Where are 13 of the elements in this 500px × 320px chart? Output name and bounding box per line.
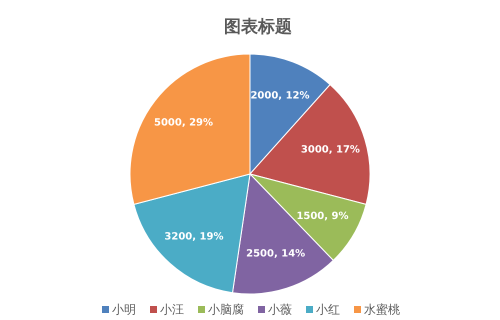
chart-title: 图表标题	[224, 17, 292, 37]
data-label: 1500, 9%	[296, 211, 349, 222]
legend-label: 小明	[112, 302, 136, 316]
data-label: 3200, 19%	[164, 231, 224, 242]
data-label: 2500, 14%	[246, 248, 306, 260]
legend-label: 水蜜桃	[364, 302, 400, 316]
legend-label: 小薇	[268, 302, 292, 316]
data-label: 2000, 12%	[250, 90, 310, 102]
data-label: 5000, 29%	[154, 117, 214, 128]
legend-label: 小红	[316, 302, 340, 316]
data-label: 3000, 17%	[300, 144, 360, 156]
legend-label: 小脑腐	[208, 302, 244, 316]
legend-label: 小汪	[160, 302, 184, 316]
